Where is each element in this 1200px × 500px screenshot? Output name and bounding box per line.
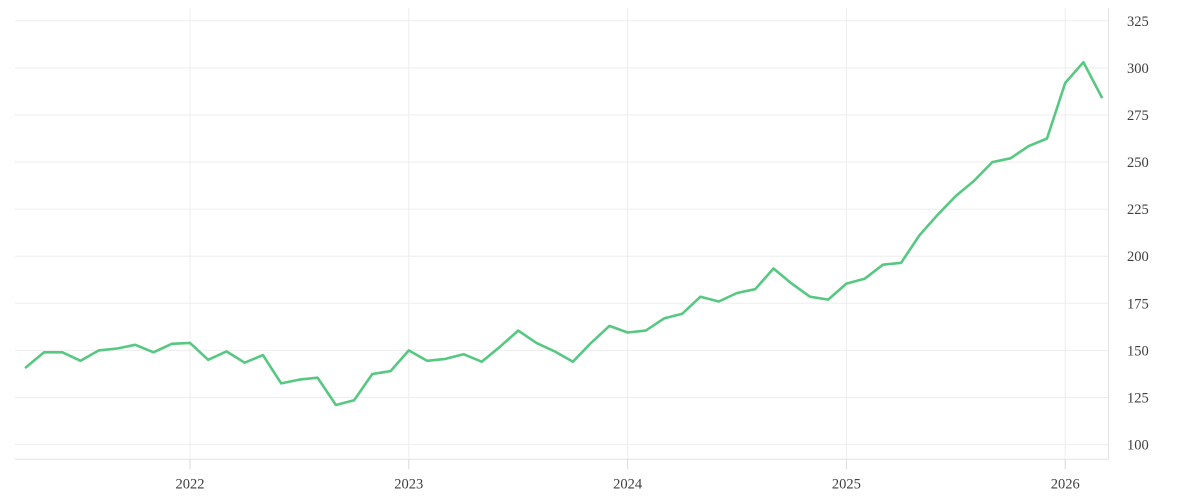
x-axis-tick-label: 2022 bbox=[176, 477, 205, 493]
x-axis-tick-label: 2025 bbox=[832, 477, 861, 493]
y-axis-tick-label: 250 bbox=[1127, 155, 1149, 171]
y-axis-tick-label: 100 bbox=[1127, 438, 1149, 454]
y-axis-tick-label: 150 bbox=[1127, 343, 1149, 359]
y-axis-tick-label: 275 bbox=[1127, 108, 1149, 124]
y-axis-tick-label: 300 bbox=[1127, 61, 1149, 77]
x-axis-tick-label: 2026 bbox=[1051, 477, 1080, 493]
x-axis-tick-label: 2023 bbox=[394, 477, 423, 493]
x-axis-tick-label: 2024 bbox=[613, 477, 643, 493]
y-axis-tick-label: 325 bbox=[1127, 14, 1149, 30]
y-axis-tick-label: 225 bbox=[1127, 202, 1149, 218]
y-axis-tick-label: 125 bbox=[1127, 391, 1149, 407]
y-axis-tick-label: 200 bbox=[1127, 249, 1149, 265]
price-line-series bbox=[24, 60, 1103, 407]
y-axis-tick-label: 175 bbox=[1127, 296, 1149, 312]
